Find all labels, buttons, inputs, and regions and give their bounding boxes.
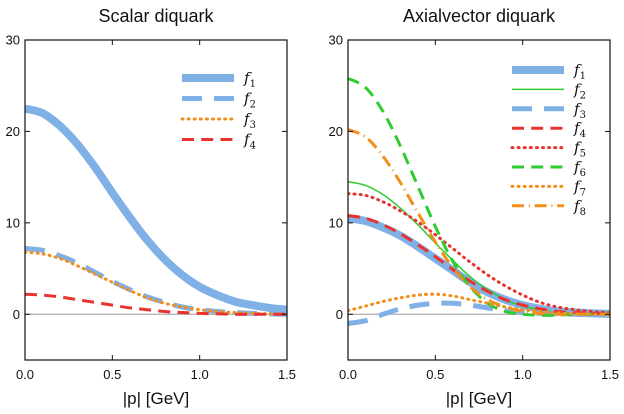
- panel-1-ytick-label: 10: [6, 215, 20, 230]
- panel-2-series-f8: [348, 128, 610, 316]
- panel-2-legend-label-f1: f1: [573, 61, 586, 82]
- panel-2-frame: [347, 39, 611, 361]
- panel-2-series-f5: [348, 192, 610, 315]
- panel-2-series-group: [348, 77, 610, 326]
- panel-1-legend-label-f4: f4: [243, 131, 256, 152]
- panel-2-xtick-label: 0.5: [426, 367, 444, 382]
- panel-2-legend-label-f6: f6: [573, 158, 586, 179]
- panel-1-legend-label-f1: f1: [243, 69, 256, 90]
- panel-1-ytick-label: 0: [13, 307, 20, 322]
- panel-2-xtick-label: 1.0: [514, 367, 532, 382]
- panel-1-series-f4: [25, 292, 287, 316]
- panel-2-series-f3: [348, 300, 610, 326]
- panel-2-legend-label-f3: f3: [573, 100, 586, 121]
- panel-2-legend-label-f8: f8: [573, 197, 586, 218]
- panel-1-xtick-label: 1.5: [278, 367, 296, 382]
- panel-1-legend-label-f2: f2: [243, 90, 256, 111]
- panel-1: Scalar diquark 0.0 0.5 1.0 1.5 0 10 20 30 |p| [Ge…: [6, 6, 297, 408]
- panel-2-legend-label-f4: f4: [573, 119, 586, 140]
- panel-2-legend-label-f2: f2: [573, 80, 586, 101]
- panel-2-legend-label-f5: f5: [573, 139, 586, 160]
- panel-1-title: Scalar diquark: [98, 6, 214, 26]
- panel-1-ytick-label: 20: [6, 124, 20, 139]
- panel-1-xtick-label: 0.0: [16, 367, 34, 382]
- panel-2-ytick-label: 30: [329, 33, 343, 48]
- panel-2-series-f4: [348, 214, 610, 316]
- panel-1-xlabel: |p| [GeV]: [123, 389, 189, 408]
- panel-1-xtick-label: 1.0: [191, 367, 209, 382]
- panel-1-series-group: [25, 104, 287, 317]
- panel-1-xtick-label: 0.5: [103, 367, 121, 382]
- panel-1-ytick-label: 30: [6, 33, 20, 48]
- panel-2-ytick-label: 10: [329, 215, 343, 230]
- panel-2-ytick-label: 0: [336, 307, 343, 322]
- panel-2-xtick-label: 1.5: [601, 367, 619, 382]
- panel-1-legend-label-f3: f3: [243, 110, 256, 131]
- panel-2-xtick-label: 0.0: [339, 367, 357, 382]
- panel-1-series-f3: [25, 250, 287, 316]
- panel-2-title: Axialvector diquark: [403, 6, 556, 26]
- panel-2-legend-label-f7: f7: [573, 177, 586, 198]
- panel-1-frame: [24, 39, 288, 361]
- panel-2: Axialvector diquark 0.0 0.5 1.0 1.5 0 10 20 30 |p…: [329, 6, 620, 408]
- panel-2-ytick-label: 20: [329, 124, 343, 139]
- panel-2-xlabel: |p| [GeV]: [446, 389, 512, 408]
- panel-2-series-f1: [348, 214, 610, 318]
- panel-1-series-f1: [25, 104, 287, 314]
